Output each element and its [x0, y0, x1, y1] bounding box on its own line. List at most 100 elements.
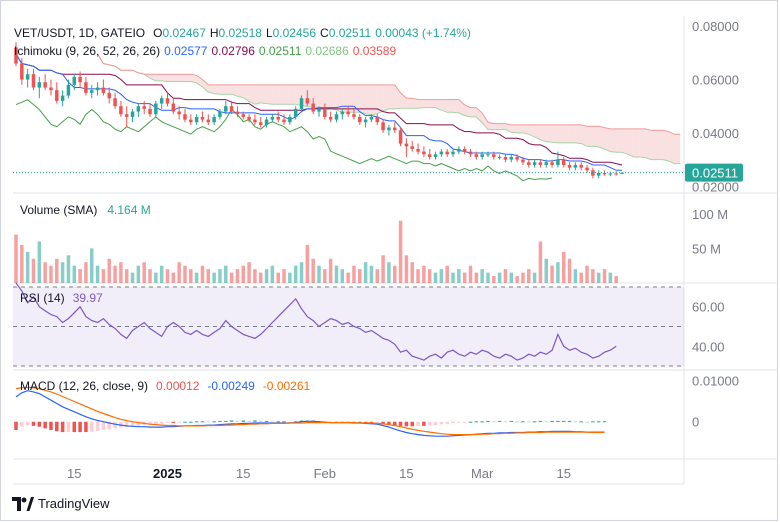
- volume-bar: [567, 258, 572, 283]
- ichimoku-cloud-segment: [173, 74, 180, 82]
- macd-histogram-bar: [445, 421, 449, 424]
- ichimoku-cloud-segment: [289, 84, 296, 105]
- candle-body: [439, 151, 444, 155]
- volume-bar: [218, 269, 222, 283]
- volume-bar: [130, 272, 135, 283]
- candle-body: [608, 173, 613, 175]
- candle-body: [398, 130, 403, 144]
- candle-body: [288, 116, 292, 123]
- ichimoku-label: Ichimoku (9, 26, 52, 26, 26): [14, 44, 161, 58]
- macd-histogram-bar: [200, 421, 205, 423]
- ichimoku-cloud-segment: [616, 128, 622, 153]
- volume-bar: [340, 269, 345, 283]
- candle-body: [334, 114, 339, 120]
- macd-histogram-bar: [363, 421, 368, 423]
- volume-bar: [416, 269, 420, 283]
- candle-body: [171, 103, 176, 112]
- volume-bar: [206, 269, 211, 283]
- macd-histogram-bar: [84, 421, 88, 433]
- volume-bar: [55, 258, 59, 283]
- volume-bar: [311, 258, 315, 283]
- macd-histogram-bar: [258, 420, 263, 422]
- ichimoku-legend[interactable]: Ichimoku (9, 26, 52, 26, 26) 0.02577 0.0…: [14, 44, 396, 58]
- ichimoku-cloud-segment: [493, 123, 500, 130]
- ichimoku-cloud-segment: [674, 134, 681, 164]
- macd-histogram-bar: [60, 421, 65, 433]
- volume-bar: [142, 262, 146, 283]
- macd-line-value: -0.00249: [207, 379, 255, 393]
- volume-bar: [538, 241, 543, 283]
- tradingview-logo[interactable]: TradingView: [12, 496, 110, 511]
- volume-axis-label: 50 M: [692, 241, 721, 256]
- ichimoku-cloud-segment: [441, 99, 448, 113]
- candle-body: [183, 114, 187, 120]
- ichimoku-cloud-segment: [546, 124, 553, 143]
- ichimoku-span-a-line: [97, 53, 681, 165]
- open-label: O: [153, 26, 163, 40]
- volume-bar: [72, 265, 77, 283]
- ichimoku-cloud-segment: [237, 84, 244, 98]
- time-axis-label: Mar: [471, 466, 494, 481]
- volume-bar: [20, 244, 24, 283]
- candle-body: [218, 111, 222, 117]
- candle-body: [90, 90, 94, 93]
- candle-body: [258, 122, 263, 125]
- change-value: 0.00043 (+1.74%): [375, 26, 471, 40]
- macd-histogram-bar: [49, 421, 53, 431]
- ichimoku-cloud-segment: [249, 84, 255, 105]
- candle-body: [31, 74, 36, 88]
- macd-histogram-bar: [433, 421, 438, 426]
- volume-bar: [544, 258, 548, 283]
- macd-histogram-bar: [171, 421, 176, 423]
- candle-body: [224, 106, 228, 112]
- volume-bar: [451, 272, 455, 283]
- ichimoku-cloud-segment: [610, 128, 617, 153]
- macd-histogram-bar: [521, 421, 525, 423]
- ichimoku-cloud-segment: [569, 124, 576, 143]
- macd-histogram-bar: [72, 421, 77, 433]
- candle-body: [474, 154, 479, 157]
- volume-bar: [334, 265, 339, 283]
- ichimoku-cloud-segment: [482, 112, 488, 130]
- volume-bar: [317, 265, 321, 283]
- volume-bar: [614, 276, 618, 283]
- volume-bar: [124, 269, 129, 283]
- macd-histogram-bar: [224, 420, 228, 422]
- time-axis-label: Feb: [314, 466, 336, 481]
- candle-body: [43, 82, 47, 88]
- volume-bar: [585, 265, 589, 283]
- volume-bar: [474, 272, 479, 283]
- macd-histogram-bar: [538, 420, 543, 422]
- low-value: 0.02456: [272, 26, 317, 40]
- ichimoku-cloud-segment: [278, 84, 285, 105]
- ichimoku-span-b: 0.03589: [352, 44, 397, 58]
- ichimoku-cloud-segment: [575, 124, 582, 144]
- close-value: 0.02511: [328, 26, 372, 40]
- macd-legend[interactable]: MACD (12, 26, close, 9) 0.00012 -0.00249…: [20, 379, 310, 393]
- rsi-legend[interactable]: RSI (14) 39.97: [20, 291, 103, 305]
- macd-histogram-bar: [107, 421, 111, 430]
- macd-histogram-bar: [55, 421, 59, 432]
- tradingview-brand: TradingView: [38, 496, 110, 511]
- ichimoku-cloud-segment: [260, 84, 267, 104]
- candle-body: [480, 154, 484, 157]
- candle-body: [620, 172, 624, 174]
- volume-legend[interactable]: Volume (SMA) 4.164 M: [20, 203, 151, 217]
- macd-histogram-bar: [602, 421, 607, 423]
- ichimoku-cloud-segment: [179, 74, 185, 82]
- ichimoku-chikou: 0.02511: [258, 44, 302, 58]
- candle-body: [544, 162, 548, 165]
- macd-histogram-bar: [573, 421, 578, 423]
- macd-histogram-bar: [451, 421, 455, 423]
- candle-body: [328, 116, 333, 120]
- price-badge-text: 0.02511: [692, 166, 738, 181]
- high-label: H: [209, 26, 219, 40]
- ichimoku-cloud-segment: [511, 124, 518, 133]
- volume-bar: [299, 262, 304, 283]
- volume-bar: [509, 272, 514, 283]
- volume-bar: [90, 248, 94, 283]
- candle-body: [212, 116, 216, 123]
- ichimoku-cloud-segment: [552, 124, 558, 143]
- candle-body: [410, 146, 414, 149]
